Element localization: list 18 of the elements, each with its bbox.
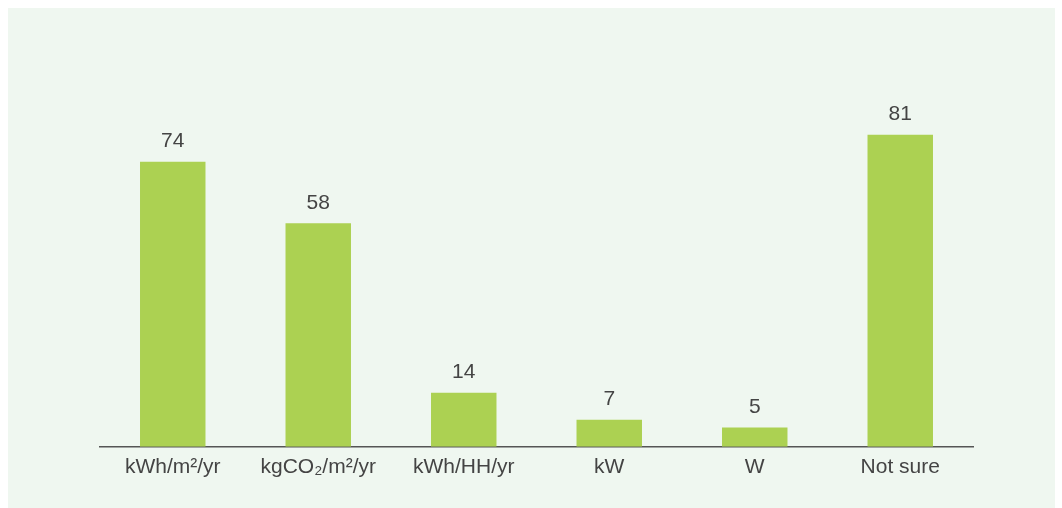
bar: [285, 223, 351, 447]
x-tick-label: W: [744, 454, 765, 478]
bar: [867, 134, 933, 447]
bar: [140, 161, 206, 447]
x-tick-label: kWh/HH/yr: [413, 454, 515, 478]
x-tick-label: Not sure: [860, 454, 940, 478]
x-tick-label: kW: [594, 454, 625, 478]
data-label: 5: [748, 393, 761, 417]
data-label: 14: [452, 359, 476, 383]
bar: [722, 427, 788, 447]
bar: [431, 392, 497, 447]
x-tick-label: kWh/m²/yr: [124, 454, 221, 478]
data-label: 81: [888, 100, 912, 124]
data-label: 7: [603, 386, 616, 410]
data-label: 58: [306, 189, 330, 213]
bar: [576, 419, 642, 447]
data-label: 74: [161, 127, 185, 151]
x-tick-label: kgCO₂/m²/yr: [260, 454, 376, 478]
